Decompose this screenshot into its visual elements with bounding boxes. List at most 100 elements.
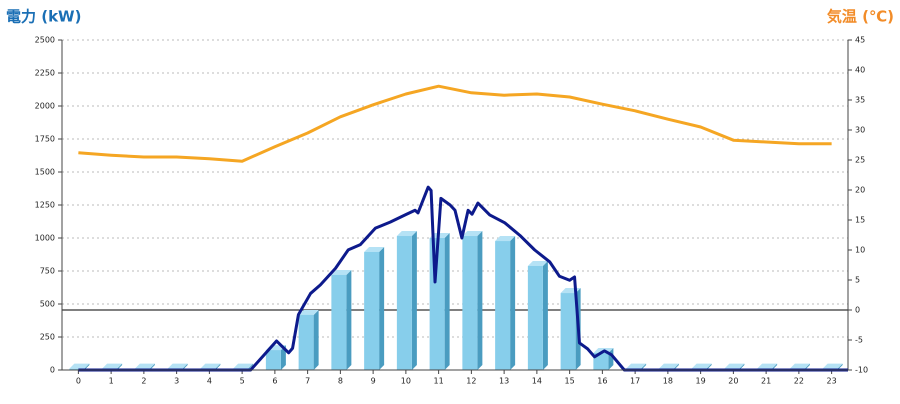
- bar-face: [280, 345, 286, 370]
- bar-face: [593, 352, 609, 370]
- y2-tick-label: 5: [855, 276, 860, 285]
- bar-face: [346, 269, 352, 370]
- line: [78, 185, 848, 372]
- y-tick-label: 750: [40, 267, 55, 276]
- bar-face: [396, 231, 417, 237]
- bar-face: [673, 363, 679, 370]
- y-tick-label: 250: [40, 333, 55, 342]
- chart-title: 電力 (kW): [6, 8, 81, 26]
- bar-face: [134, 363, 155, 369]
- bar-face: [462, 231, 483, 237]
- y2-tick-label: 20: [855, 186, 865, 195]
- bar-face: [495, 236, 516, 242]
- bar: [298, 309, 319, 370]
- y2-tick-label: 45: [855, 36, 865, 45]
- x-tick-label: 3: [174, 377, 179, 386]
- y2-tick-label: 10: [855, 246, 865, 255]
- bar-face: [331, 269, 352, 275]
- line: [78, 84, 832, 163]
- x-tick-label: 16: [597, 377, 607, 386]
- x-tick-label: 22: [794, 377, 804, 386]
- bar-face: [167, 363, 188, 369]
- x-tick-label: 0: [76, 377, 81, 386]
- bar-face: [641, 363, 647, 370]
- bar-face: [560, 293, 576, 370]
- bar-face: [739, 363, 745, 370]
- x-tick-label: 8: [338, 377, 343, 386]
- bar-face: [822, 363, 843, 369]
- bar-face: [724, 363, 745, 369]
- bar-face: [233, 363, 254, 369]
- bar-face: [379, 246, 385, 370]
- bar-face: [298, 309, 319, 315]
- bar: [527, 260, 548, 370]
- x-tick-label: 19: [696, 377, 706, 386]
- x-tick-label: 4: [207, 377, 212, 386]
- x-tick-label: 15: [565, 377, 575, 386]
- y-tick-label: 1750: [35, 135, 55, 144]
- bar-face: [804, 363, 810, 370]
- x-tick-label: 7: [305, 377, 310, 386]
- bar: [331, 269, 352, 370]
- bar-face: [331, 274, 347, 370]
- bar-face: [396, 236, 412, 370]
- y-tick-label: 1250: [35, 201, 55, 210]
- x-tick-label: 9: [371, 377, 376, 386]
- y2-tick-label: -10: [855, 366, 868, 375]
- y2-tick-label: 35: [855, 96, 865, 105]
- bar-face: [298, 314, 314, 370]
- bar: [462, 231, 483, 370]
- bar-face: [313, 309, 319, 370]
- bar-face: [462, 236, 478, 370]
- x-tick-label: 23: [827, 377, 837, 386]
- y-tick-label: 1500: [35, 168, 55, 177]
- bar-face: [102, 363, 123, 369]
- x-tick-label: 5: [240, 377, 245, 386]
- y-tick-label: 500: [40, 300, 55, 309]
- y-tick-label: 2250: [35, 69, 55, 78]
- y2-title: 気温 (℃): [827, 8, 894, 26]
- y-tick-label: 2500: [35, 36, 55, 45]
- x-tick-label: 11: [434, 377, 444, 386]
- bar-face: [444, 233, 450, 370]
- bar-face: [84, 363, 90, 370]
- bar-face: [411, 231, 417, 370]
- bar-face: [757, 363, 778, 369]
- x-tick-label: 18: [663, 377, 673, 386]
- bar-face: [117, 363, 123, 370]
- bar: [69, 363, 90, 370]
- x-tick-label: 13: [499, 377, 509, 386]
- y2-tick-label: 0: [855, 306, 860, 315]
- y-tick-label: 2000: [35, 102, 55, 111]
- bar-face: [626, 363, 647, 369]
- bar-face: [149, 363, 155, 370]
- bar-face: [364, 246, 385, 252]
- bar-face: [789, 363, 810, 369]
- bar-face: [542, 260, 548, 370]
- bar-face: [477, 231, 483, 370]
- bar: [364, 246, 385, 370]
- bar-face: [658, 363, 679, 369]
- y2-tick-label: 15: [855, 216, 865, 225]
- y2-tick-label: 25: [855, 156, 865, 165]
- bar-face: [200, 363, 221, 369]
- y-tick-label: 0: [50, 366, 55, 375]
- y2-tick-label: -5: [855, 336, 863, 345]
- bar-face: [772, 363, 778, 370]
- bar: [495, 236, 516, 370]
- bar-face: [527, 265, 543, 370]
- x-tick-label: 6: [272, 377, 277, 386]
- bar-face: [510, 236, 516, 370]
- x-tick-label: 20: [728, 377, 738, 386]
- y2-tick-label: 40: [855, 66, 865, 75]
- x-tick-label: 10: [401, 377, 411, 386]
- bar-face: [182, 363, 188, 370]
- x-tick-label: 1: [109, 377, 114, 386]
- bar-face: [265, 350, 281, 370]
- bar-face: [691, 363, 712, 369]
- bar-face: [215, 363, 221, 370]
- y2-tick-label: 30: [855, 126, 865, 135]
- x-tick-label: 17: [630, 377, 640, 386]
- x-tick-label: 12: [466, 377, 476, 386]
